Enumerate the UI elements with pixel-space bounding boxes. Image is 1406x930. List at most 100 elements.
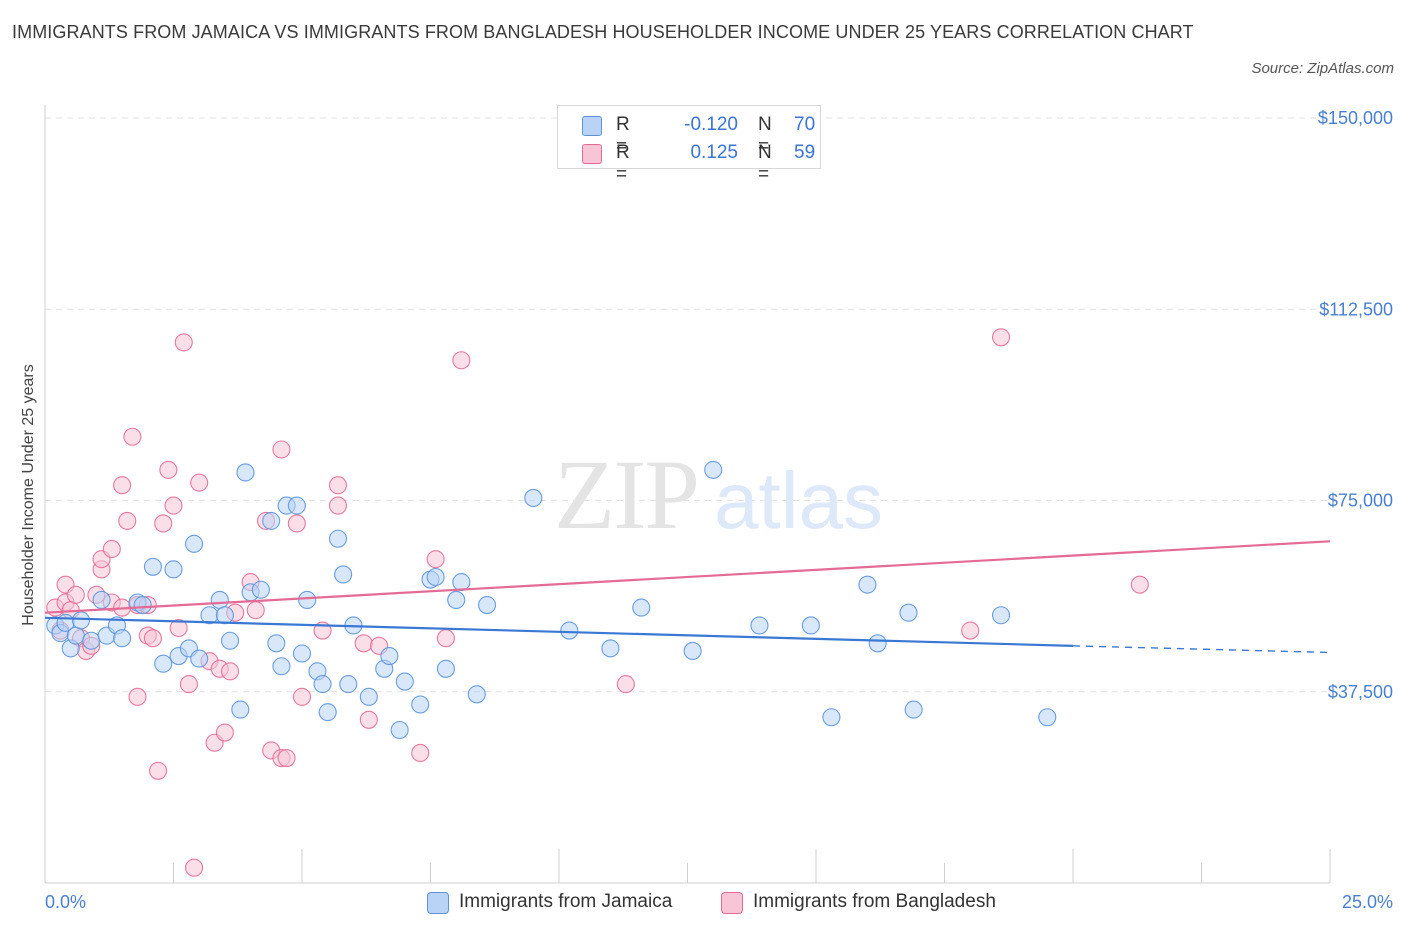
jamaica-point xyxy=(236,463,255,482)
trend-line-bangladesh xyxy=(44,540,1331,614)
bangladesh-point xyxy=(169,618,188,638)
bangladesh-point xyxy=(215,723,234,742)
n-label: N = xyxy=(758,142,772,185)
jamaica-point xyxy=(524,488,543,508)
jamaica-point xyxy=(467,685,486,704)
bangladesh-point xyxy=(159,460,178,479)
jamaica-point xyxy=(251,580,270,599)
jamaica-point xyxy=(154,654,173,673)
r-value-bangladesh: 0.125 xyxy=(690,142,738,163)
jamaica-point xyxy=(704,460,723,479)
jamaica-point xyxy=(390,720,409,740)
bangladesh-point xyxy=(246,601,265,620)
bangladesh-point xyxy=(1130,575,1149,594)
jamaica-point xyxy=(215,606,234,625)
jamaica-point xyxy=(164,560,183,579)
n-value-jamaica: 70 xyxy=(794,114,816,135)
bangladesh-point xyxy=(113,476,132,495)
jamaica-point xyxy=(210,590,229,610)
n-value-bangladesh: 59 xyxy=(794,142,816,163)
legend-swatch-jamaica xyxy=(427,892,449,914)
watermark-atlas: atlas xyxy=(714,456,883,545)
jamaica-point xyxy=(426,567,445,587)
bangladesh-point xyxy=(354,634,373,653)
swatch-jamaica xyxy=(582,116,602,136)
jamaica-point xyxy=(904,700,923,719)
jamaica-point xyxy=(359,687,378,706)
jamaica-point xyxy=(991,606,1011,625)
watermark-zip: ZIP xyxy=(554,439,698,550)
trend-lines xyxy=(44,540,1331,654)
chart-title: IMMIGRANTS FROM JAMAICA VS IMMIGRANTS FR… xyxy=(12,22,1194,42)
bangladesh-point xyxy=(66,585,85,604)
bangladesh-point xyxy=(961,621,980,640)
x-tick-labels: 0.0% 25.0% xyxy=(45,892,1393,912)
jamaica-point xyxy=(1038,708,1057,727)
y-tick-labels: $37,500 $75,000 $112,500 $150,000 xyxy=(1318,108,1393,702)
jamaica-point xyxy=(71,611,91,630)
r-label: R = xyxy=(616,142,630,185)
legend-label-bangladesh: Immigrants from Bangladesh xyxy=(753,891,996,912)
bangladesh-point xyxy=(143,629,162,648)
x-tick-label: 25.0% xyxy=(1342,892,1393,912)
jamaica-point xyxy=(231,700,250,719)
bangladesh-point xyxy=(164,496,183,515)
bangladesh-point xyxy=(328,476,348,495)
jamaica-point xyxy=(313,675,332,694)
jamaica-point xyxy=(436,659,455,678)
bangladesh-point xyxy=(102,539,121,559)
jamaica-point xyxy=(220,631,240,650)
bangladesh-point xyxy=(287,514,306,533)
bangladesh-point xyxy=(185,858,204,877)
jamaica-point xyxy=(822,708,841,727)
jamaica-point xyxy=(868,634,887,653)
bangladesh-point xyxy=(277,748,296,768)
jamaica-point xyxy=(328,529,348,548)
y-tick-label: $150,000 xyxy=(1318,108,1393,128)
bangladesh-point xyxy=(220,662,240,681)
y-tick-label: $37,500 xyxy=(1328,682,1393,702)
bangladesh-point xyxy=(426,550,445,569)
bangladesh-point xyxy=(123,427,142,446)
jamaica-point xyxy=(92,590,111,610)
stats-legend: R = -0.120 N = 70 R = 0.125 N = 59 xyxy=(557,105,821,185)
jamaica-point xyxy=(185,534,204,553)
jamaica-point xyxy=(272,657,291,676)
jamaica-point xyxy=(267,634,286,653)
bangladesh-point xyxy=(190,473,209,492)
gridlines xyxy=(45,117,1330,693)
jamaica-point xyxy=(601,639,620,658)
jamaica-point xyxy=(477,595,497,615)
swatch-bangladesh xyxy=(582,144,602,164)
y-axis-label: Householder Income Under 25 years xyxy=(20,364,37,625)
jamaica-point xyxy=(298,590,317,610)
x-tick-label: 0.0% xyxy=(45,892,86,912)
bangladesh-point xyxy=(118,511,137,530)
jamaica-point xyxy=(452,573,471,592)
axes xyxy=(44,105,1331,884)
jamaica-point xyxy=(133,595,152,615)
bangladesh-point xyxy=(174,333,193,352)
jamaica-point xyxy=(82,631,101,650)
bangladesh-point xyxy=(452,351,471,370)
bangladesh-point xyxy=(436,629,455,648)
jamaica-point xyxy=(447,590,466,610)
bangladesh-point xyxy=(128,687,147,706)
jamaica-point xyxy=(339,675,358,694)
jamaica-point xyxy=(287,496,306,515)
watermark: ZIP atlas xyxy=(554,439,883,550)
bangladesh-point xyxy=(179,675,198,694)
bangladesh-point xyxy=(616,675,635,694)
bangladesh-point xyxy=(411,743,430,763)
jamaica-point xyxy=(560,621,579,640)
jamaica-point xyxy=(858,575,877,594)
n-label: N = xyxy=(758,114,772,157)
trend-line-jamaica-extension xyxy=(1072,645,1331,654)
jamaica-point xyxy=(292,644,312,663)
trend-line-jamaica xyxy=(44,616,1074,647)
jamaica-point xyxy=(318,703,337,722)
bangladesh-point xyxy=(149,761,168,780)
jamaica-point xyxy=(411,695,430,714)
jamaica-point xyxy=(899,603,918,622)
